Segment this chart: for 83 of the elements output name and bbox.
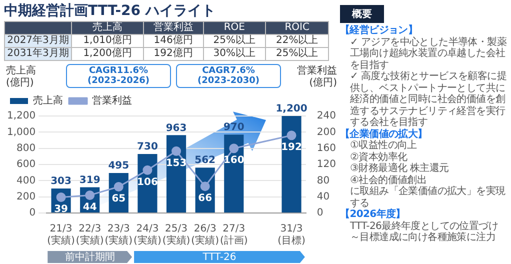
category-label: 営業利益: [144, 22, 204, 34]
y-tick-label: 800: [16, 142, 36, 154]
text: CAGR11.6% (2023-2026): [66, 64, 171, 88]
bar: [166, 135, 186, 212]
y-tick-label: 1,000: [6, 126, 36, 138]
data-label: 65: [112, 193, 126, 204]
y2-axis-title: 営業利益 (億円): [297, 64, 338, 89]
data-label: 66: [198, 192, 212, 204]
text: 22%以上: [276, 35, 318, 46]
y2-tick-label: 120: [316, 159, 336, 170]
point: [172, 146, 182, 156]
data-label: 562: [194, 155, 216, 166]
y-tick-label: 600: [16, 159, 36, 170]
data-label: 319: [79, 174, 100, 186]
text: 【2026年度】: [340, 209, 406, 220]
y-tick-label: 0: [29, 208, 36, 219]
data-label: 970: [223, 122, 244, 134]
text: 概要: [340, 5, 384, 23]
point: [114, 182, 124, 192]
text: ②資本効率化: [349, 152, 408, 162]
x-tick-label: 21/3(実績): [47, 224, 76, 247]
text: 1,200億円: [83, 48, 132, 59]
y-tick-label: 400: [16, 175, 36, 186]
legend-label: 売上高: [33, 94, 63, 107]
y2-tick-label: 40: [316, 191, 330, 202]
y2-tick-label: 0: [316, 208, 324, 219]
text: 192億円: [154, 48, 193, 59]
point: [286, 130, 296, 140]
y2-tick-label: 80: [316, 175, 330, 186]
data-label: 495: [108, 160, 130, 172]
data-label: 39: [54, 204, 68, 215]
bar: [138, 154, 158, 212]
text: 【経営ビジョン】: [340, 25, 419, 36]
text: ④社会的価値創出: [349, 174, 428, 186]
x-tick-label: 24/3(実績): [134, 224, 162, 247]
x-tick-label: 31/3(目標): [278, 224, 306, 247]
text: に取組み「企業価値の拡大」を実現する: [349, 186, 506, 208]
data-label: 1,200: [276, 104, 308, 115]
data-label: 44: [82, 202, 97, 213]
legend-label: 営業利益: [92, 94, 132, 107]
text: CAGR7.6% (2023-2030): [176, 64, 281, 88]
y-axis-title: 売上高 (億円): [6, 64, 36, 89]
data-label: 106: [137, 176, 158, 188]
text: 25%以上: [213, 35, 256, 46]
data-label: 153: [166, 158, 187, 169]
text: 【企業価値の拡大】: [340, 128, 428, 140]
text: ✓ 高度な技術とサービスを顧客に提供し、ベストパートナーとして共に経済的価値と同時に社会的価値を創造するサステナビリティ経営を実行する会社を目指す: [349, 71, 508, 128]
point: [229, 144, 239, 154]
bar: [224, 134, 244, 212]
category-label: 2031年3月期: [7, 48, 69, 59]
y-tick-label: 1,200: [6, 110, 36, 122]
text: 25%以上: [276, 48, 318, 59]
text: 146億円: [154, 35, 193, 46]
text: ～目標達成に向け各種施策に注力: [349, 232, 496, 244]
data-label: 963: [166, 122, 187, 134]
text: 前中計期間: [64, 251, 115, 264]
category-label: 2027年3月期: [7, 35, 69, 46]
category-label: ROIC: [266, 22, 328, 34]
x-tick-label: 22/3(実績): [76, 224, 104, 247]
text: ③財務最適化 株主還元: [349, 163, 450, 174]
text: ①収益性の向上: [349, 140, 418, 152]
text: 30%以上: [213, 48, 256, 59]
text: 1,010億円: [83, 35, 132, 46]
text: ✓ アジアを中心とした半導体・製薬工場向け超純水装置の卓越した会社を目指す: [349, 36, 508, 70]
y2-tick-label: 200: [316, 126, 336, 138]
point: [142, 165, 152, 175]
x-tick-label: 27/3(計画): [220, 224, 248, 247]
data-label: 730: [137, 142, 158, 153]
data-label: 192: [281, 142, 302, 153]
data-label: 303: [50, 176, 72, 188]
y2-tick-label: 240: [316, 110, 336, 122]
category-label: 売上高: [72, 22, 144, 34]
x-tick-label: 25/3(実績): [162, 224, 190, 247]
point: [200, 182, 210, 192]
x-tick-label: 23/3(実績): [104, 224, 133, 247]
y-tick-label: 200: [16, 191, 36, 202]
x-tick-label: 26/3(実績): [191, 224, 220, 247]
text: TTT-26最終年度としての位置づけ: [349, 220, 499, 232]
text: 中期経営計画TTT-26 ハイライト: [4, 2, 216, 21]
y2-tick-label: 160: [316, 142, 336, 154]
category-label: ROE: [203, 22, 266, 34]
bar: [282, 116, 302, 212]
text: TTT-26: [202, 252, 236, 264]
